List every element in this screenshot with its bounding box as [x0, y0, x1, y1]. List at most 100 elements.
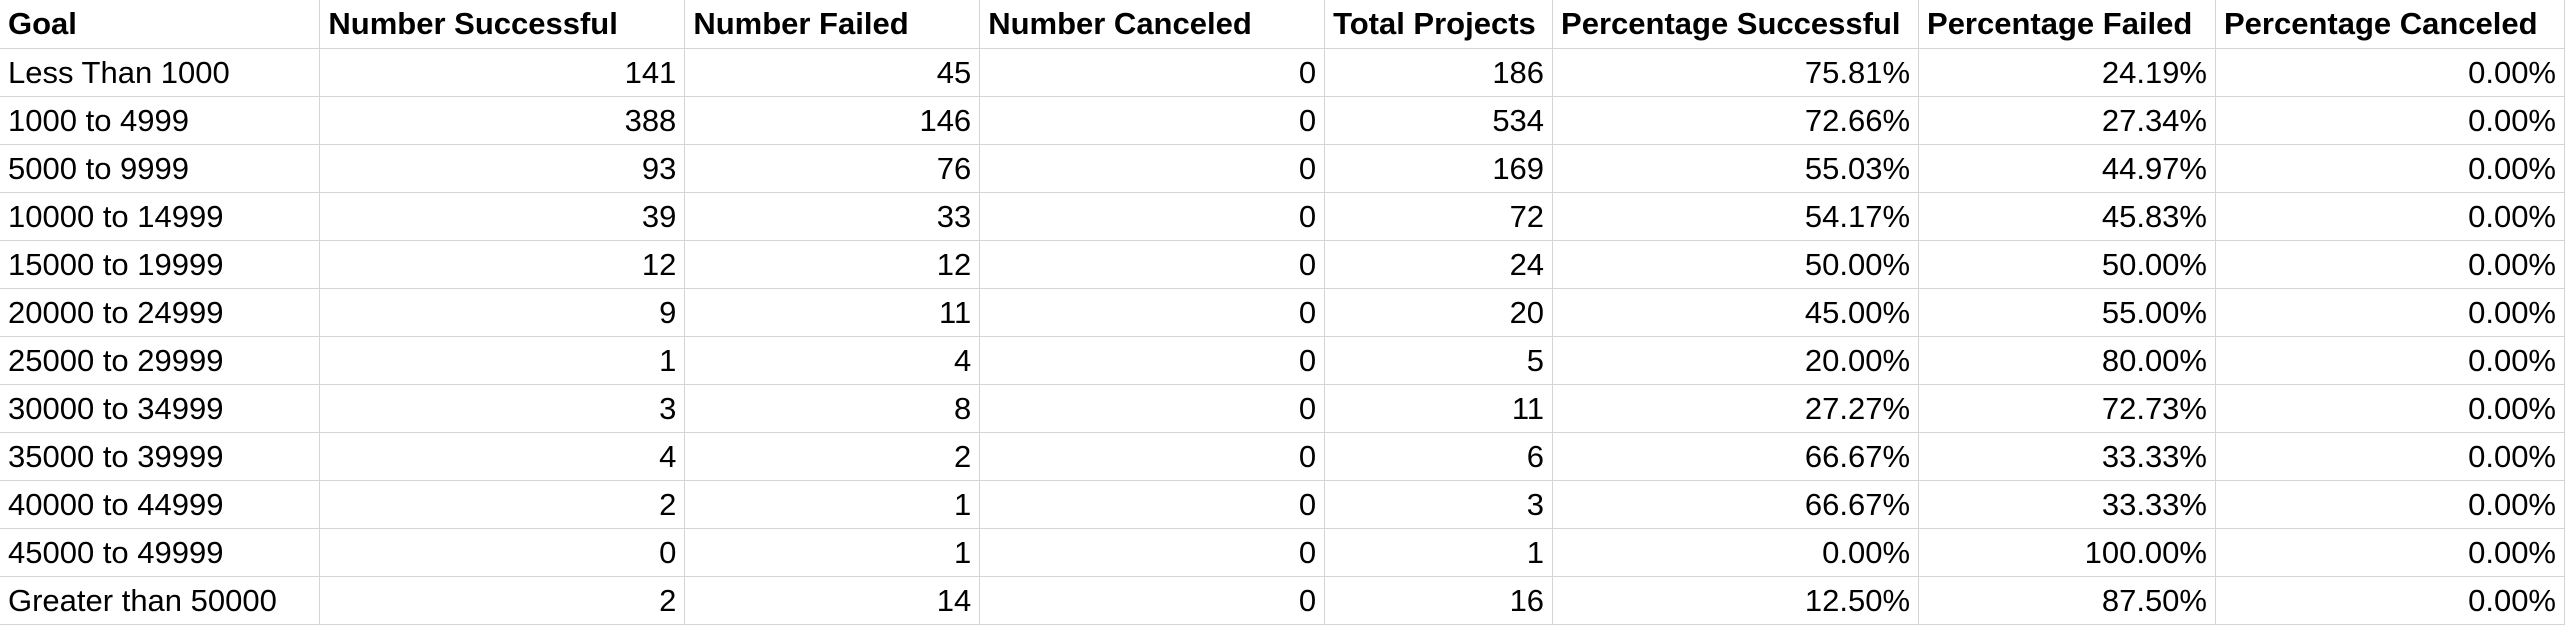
cell-total-projects[interactable]: 534 — [1324, 96, 1554, 145]
cell-percentage-failed[interactable]: 33.33% — [1918, 432, 2216, 481]
cell-goal[interactable]: 35000 to 39999 — [0, 432, 321, 481]
cell-total-projects[interactable]: 72 — [1324, 192, 1554, 241]
header-cell-number-canceled[interactable]: Number Canceled — [979, 0, 1326, 49]
cell-percentage-canceled[interactable]: 0.00% — [2215, 48, 2565, 97]
cell-number-failed[interactable]: 33 — [684, 192, 981, 241]
cell-number-successful[interactable]: 39 — [319, 192, 686, 241]
cell-goal[interactable]: 45000 to 49999 — [0, 528, 321, 577]
cell-number-successful[interactable]: 0 — [319, 528, 686, 577]
cell-total-projects[interactable]: 24 — [1324, 240, 1554, 289]
cell-percentage-failed[interactable]: 50.00% — [1918, 240, 2216, 289]
cell-goal[interactable]: 15000 to 19999 — [0, 240, 321, 289]
header-cell-percentage-canceled[interactable]: Percentage Canceled — [2215, 0, 2565, 49]
cell-percentage-successful[interactable]: 50.00% — [1552, 240, 1920, 289]
cell-number-canceled[interactable]: 0 — [979, 336, 1326, 385]
header-cell-percentage-successful[interactable]: Percentage Successful — [1552, 0, 1920, 49]
cell-number-successful[interactable]: 9 — [319, 288, 686, 337]
cell-number-failed[interactable]: 1 — [684, 480, 981, 529]
cell-percentage-canceled[interactable]: 0.00% — [2215, 432, 2565, 481]
cell-total-projects[interactable]: 20 — [1324, 288, 1554, 337]
cell-percentage-canceled[interactable]: 0.00% — [2215, 96, 2565, 145]
cell-total-projects[interactable]: 5 — [1324, 336, 1554, 385]
cell-total-projects[interactable]: 186 — [1324, 48, 1554, 97]
cell-goal[interactable]: Less Than 1000 — [0, 48, 321, 97]
cell-goal[interactable]: 30000 to 34999 — [0, 384, 321, 433]
cell-percentage-failed[interactable]: 72.73% — [1918, 384, 2216, 433]
cell-percentage-failed[interactable]: 27.34% — [1918, 96, 2216, 145]
cell-percentage-successful[interactable]: 20.00% — [1552, 336, 1920, 385]
header-cell-number-successful[interactable]: Number Successful — [319, 0, 686, 49]
cell-percentage-canceled[interactable]: 0.00% — [2215, 240, 2565, 289]
cell-percentage-failed[interactable]: 24.19% — [1918, 48, 2216, 97]
cell-goal[interactable]: 20000 to 24999 — [0, 288, 321, 337]
cell-number-failed[interactable]: 4 — [684, 336, 981, 385]
header-cell-goal[interactable]: Goal — [0, 0, 321, 49]
cell-number-successful[interactable]: 4 — [319, 432, 686, 481]
cell-number-failed[interactable]: 8 — [684, 384, 981, 433]
cell-number-canceled[interactable]: 0 — [979, 192, 1326, 241]
cell-number-canceled[interactable]: 0 — [979, 288, 1326, 337]
cell-percentage-canceled[interactable]: 0.00% — [2215, 480, 2565, 529]
cell-number-failed[interactable]: 1 — [684, 528, 981, 577]
cell-goal[interactable]: 40000 to 44999 — [0, 480, 321, 529]
cell-percentage-failed[interactable]: 55.00% — [1918, 288, 2216, 337]
cell-number-successful[interactable]: 388 — [319, 96, 686, 145]
cell-goal[interactable]: 1000 to 4999 — [0, 96, 321, 145]
cell-goal[interactable]: Greater than 50000 — [0, 576, 321, 625]
cell-percentage-failed[interactable]: 33.33% — [1918, 480, 2216, 529]
cell-number-successful[interactable]: 2 — [319, 480, 686, 529]
cell-percentage-failed[interactable]: 80.00% — [1918, 336, 2216, 385]
cell-percentage-failed[interactable]: 44.97% — [1918, 144, 2216, 193]
cell-total-projects[interactable]: 1 — [1324, 528, 1554, 577]
cell-total-projects[interactable]: 3 — [1324, 480, 1554, 529]
cell-percentage-failed[interactable]: 45.83% — [1918, 192, 2216, 241]
cell-percentage-canceled[interactable]: 0.00% — [2215, 288, 2565, 337]
header-cell-total-projects[interactable]: Total Projects — [1324, 0, 1554, 49]
cell-number-successful[interactable]: 3 — [319, 384, 686, 433]
cell-percentage-failed[interactable]: 100.00% — [1918, 528, 2216, 577]
cell-goal[interactable]: 5000 to 9999 — [0, 144, 321, 193]
cell-number-canceled[interactable]: 0 — [979, 96, 1326, 145]
cell-number-failed[interactable]: 76 — [684, 144, 981, 193]
cell-percentage-successful[interactable]: 27.27% — [1552, 384, 1920, 433]
cell-goal[interactable]: 25000 to 29999 — [0, 336, 321, 385]
cell-percentage-successful[interactable]: 12.50% — [1552, 576, 1920, 625]
cell-percentage-canceled[interactable]: 0.00% — [2215, 576, 2565, 625]
cell-percentage-canceled[interactable]: 0.00% — [2215, 384, 2565, 433]
cell-number-canceled[interactable]: 0 — [979, 480, 1326, 529]
cell-number-failed[interactable]: 45 — [684, 48, 981, 97]
cell-number-successful[interactable]: 141 — [319, 48, 686, 97]
cell-number-successful[interactable]: 1 — [319, 336, 686, 385]
cell-number-successful[interactable]: 93 — [319, 144, 686, 193]
cell-percentage-failed[interactable]: 87.50% — [1918, 576, 2216, 625]
cell-number-successful[interactable]: 2 — [319, 576, 686, 625]
cell-total-projects[interactable]: 11 — [1324, 384, 1554, 433]
cell-total-projects[interactable]: 16 — [1324, 576, 1554, 625]
cell-percentage-canceled[interactable]: 0.00% — [2215, 144, 2565, 193]
cell-percentage-successful[interactable]: 66.67% — [1552, 480, 1920, 529]
cell-number-canceled[interactable]: 0 — [979, 432, 1326, 481]
cell-percentage-successful[interactable]: 0.00% — [1552, 528, 1920, 577]
cell-percentage-successful[interactable]: 45.00% — [1552, 288, 1920, 337]
cell-percentage-successful[interactable]: 72.66% — [1552, 96, 1920, 145]
cell-goal[interactable]: 10000 to 14999 — [0, 192, 321, 241]
cell-number-failed[interactable]: 11 — [684, 288, 981, 337]
cell-percentage-canceled[interactable]: 0.00% — [2215, 528, 2565, 577]
cell-number-failed[interactable]: 146 — [684, 96, 981, 145]
cell-number-canceled[interactable]: 0 — [979, 48, 1326, 97]
cell-number-failed[interactable]: 14 — [684, 576, 981, 625]
cell-number-canceled[interactable]: 0 — [979, 528, 1326, 577]
cell-number-canceled[interactable]: 0 — [979, 240, 1326, 289]
cell-number-canceled[interactable]: 0 — [979, 576, 1326, 625]
cell-percentage-canceled[interactable]: 0.00% — [2215, 336, 2565, 385]
header-cell-percentage-failed[interactable]: Percentage Failed — [1918, 0, 2216, 49]
cell-total-projects[interactable]: 169 — [1324, 144, 1554, 193]
header-cell-number-failed[interactable]: Number Failed — [684, 0, 981, 49]
cell-number-canceled[interactable]: 0 — [979, 384, 1326, 433]
cell-total-projects[interactable]: 6 — [1324, 432, 1554, 481]
cell-number-failed[interactable]: 12 — [684, 240, 981, 289]
cell-number-successful[interactable]: 12 — [319, 240, 686, 289]
cell-number-failed[interactable]: 2 — [684, 432, 981, 481]
cell-percentage-successful[interactable]: 55.03% — [1552, 144, 1920, 193]
cell-percentage-successful[interactable]: 75.81% — [1552, 48, 1920, 97]
